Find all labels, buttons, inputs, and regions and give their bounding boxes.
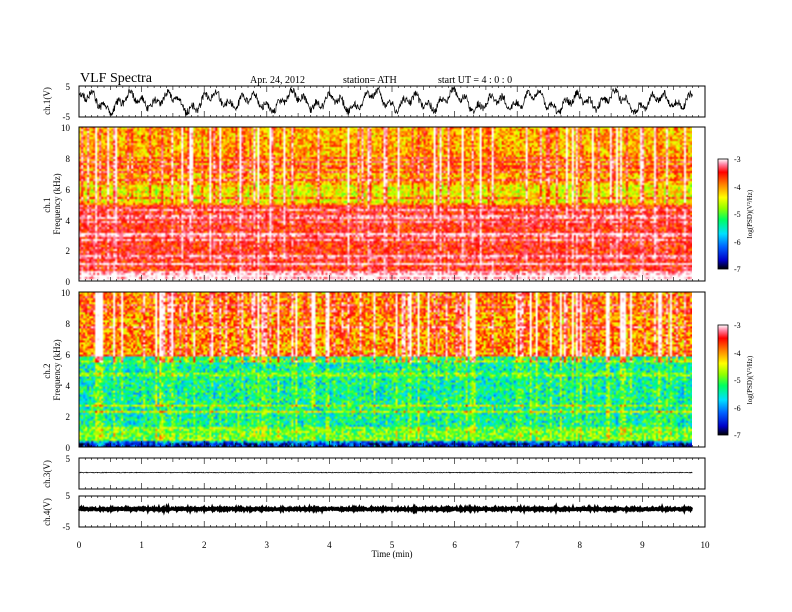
- ch1-spec-ylabel: ch.1 Frequency (kHz): [42, 173, 62, 234]
- ch2-spec-yticks: 10 8 6 4 2 0: [61, 288, 71, 453]
- ch1-waveform-line: [78, 87, 693, 116]
- time-tick-label-9: 9: [640, 540, 645, 550]
- ch2-spec-ylabel: ch.2 Frequency (kHz): [42, 339, 62, 400]
- ch4-ytick-top: 5: [66, 491, 71, 501]
- ch1-cb-tick-m4: -4: [734, 183, 741, 192]
- ch1-spec-ytick-8: 8: [66, 154, 71, 164]
- ch2-spectrogram-panel: 10 8 6 4 2 0 ch.2 Frequency (kHz) -3 -4 …: [42, 288, 754, 453]
- ch2-colorbar-scale: [717, 324, 729, 436]
- ch2-spec-ytick-6: 6: [66, 350, 71, 360]
- ch2-cb-tick-m4: -4: [734, 349, 741, 358]
- ch3-waveform-line: [78, 471, 693, 474]
- ch2-cb-tick-m5: -5: [734, 376, 741, 385]
- ch3-wave-ylabel: ch.3(V): [42, 460, 52, 488]
- time-tick-label-10: 10: [701, 540, 711, 550]
- ch1-ytick-top: 5: [66, 82, 71, 92]
- ch2-spec-ytick-8: 8: [66, 319, 71, 329]
- time-tick-label-3: 3: [265, 540, 270, 550]
- recording-date: Apr. 24, 2012: [250, 75, 305, 86]
- start-time: start UT = 4 : 0 : 0: [438, 75, 513, 86]
- time-tick-label-1: 1: [139, 540, 144, 550]
- ch4-waveform-trace: [77, 502, 694, 516]
- ch1-spec-ytick-4: 4: [66, 216, 71, 226]
- ch2-spec-ytick-0: 0: [66, 443, 71, 453]
- ch1-spec-ytick-6: 6: [66, 185, 71, 195]
- time-tick-label-5: 5: [390, 540, 395, 550]
- ch2-spec-ytick-2: 2: [66, 412, 71, 422]
- time-axis-label: Time (min): [372, 549, 413, 559]
- ch1-waveform-trace: [78, 87, 693, 116]
- ch1-cb-tick-m7: -7: [734, 265, 741, 274]
- ch1-colorbar-scale: [717, 158, 729, 270]
- ch1-spec-ytick-0: 0: [66, 277, 71, 287]
- ch1-cb-tick-m3: -3: [734, 155, 741, 164]
- ch1-colorbar: -3 -4 -5 -6 -7 log(PSD)(V²/Hz): [717, 155, 754, 274]
- time-axis-tick-labels: 0 1 2 3 4 5 6 7 8 9 10: [77, 540, 710, 550]
- ch1-colorbar-label: log(PSD)(V²/Hz): [746, 189, 754, 238]
- ch2-colorbar: -3 -4 -5 -6 -7 log(PSD)(V²/Hz): [717, 321, 754, 440]
- time-axis-ticks: [78, 86, 706, 527]
- time-tick-label-8: 8: [578, 540, 583, 550]
- ch1-cb-tick-m6: -6: [734, 238, 741, 247]
- ch4-waveform-line: [77, 502, 694, 516]
- ch2-cb-tick-m7: -7: [734, 431, 741, 440]
- ch1-spec-yticks: 10 8 6 4 2 0: [61, 123, 71, 287]
- ch3-ytick-top: 5: [66, 454, 71, 464]
- station-name: station= ATH: [343, 75, 397, 86]
- ch2-cb-tick-m6: -6: [734, 404, 741, 413]
- ch1-cb-tick-m5: -5: [734, 210, 741, 219]
- ch4-ytick-bottom: -5: [63, 522, 71, 532]
- ch1-spec-ytick-10: 10: [61, 123, 71, 133]
- ch1-spec-ytick-2: 2: [66, 246, 71, 256]
- time-tick-label-6: 6: [452, 540, 457, 550]
- time-tick-label-4: 4: [327, 540, 332, 550]
- ch2-spectrogram-image: [79, 292, 692, 447]
- ch2-cb-tick-m3: -3: [734, 321, 741, 330]
- ch2-colorbar-label: log(PSD)(V²/Hz): [746, 355, 754, 404]
- ch1-ytick-bottom: -5: [63, 112, 71, 122]
- time-tick-label-7: 7: [515, 540, 520, 550]
- ch2-spec-ytick-4: 4: [66, 381, 71, 391]
- time-tick-label-2: 2: [202, 540, 207, 550]
- chart-title: VLF Spectra: [80, 71, 152, 86]
- ch2-spec-ytick-10: 10: [61, 288, 71, 298]
- ch1-wave-ylabel: ch.1(V): [42, 87, 52, 115]
- time-tick-label-0: 0: [77, 540, 82, 550]
- ch3-waveform-trace: [78, 471, 693, 474]
- ch1-spectrogram-image: [79, 127, 692, 281]
- ch4-wave-ylabel: ch.4(V): [42, 498, 52, 526]
- ch1-spectrogram-panel: 10 8 6 4 2 0 ch.1 Frequency (kHz) -3 -4 …: [42, 123, 754, 287]
